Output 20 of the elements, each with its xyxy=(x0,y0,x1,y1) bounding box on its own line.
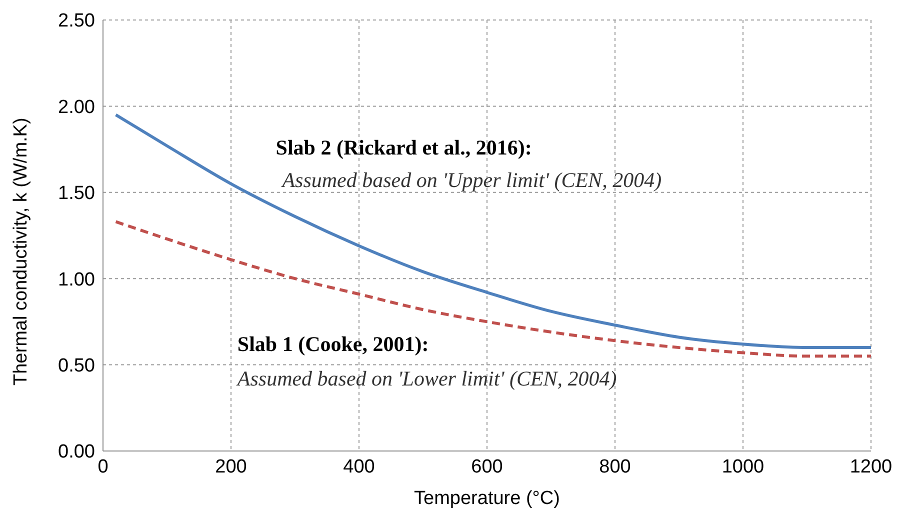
y-tick-label: 0.50 xyxy=(58,356,95,377)
x-tick-label: 200 xyxy=(215,456,247,478)
x-tick-label: 400 xyxy=(343,456,375,478)
y-axis-title: Thermal conductivity, k (W/m.K) xyxy=(10,118,32,386)
annotation: Slab 2 (Rickard et al., 2016): xyxy=(276,135,532,160)
x-axis-title: Temperature (°C) xyxy=(414,488,560,509)
x-tick-label: 600 xyxy=(471,456,503,478)
y-tick-label: 2.00 xyxy=(58,96,95,118)
annotation: Assumed based on 'Upper limit' (CEN, 2004) xyxy=(280,168,662,192)
y-tick-label: 0.00 xyxy=(58,442,95,463)
x-tick-label: 0 xyxy=(98,456,108,478)
annotation: Slab 1 (Cooke, 2001): xyxy=(237,332,429,356)
line-series xyxy=(114,220,871,358)
x-tick-label: 1200 xyxy=(850,456,892,478)
annotation: Assumed based on 'Lower limit' (CEN, 2004) xyxy=(235,366,617,390)
y-tick-label: 1.00 xyxy=(58,269,95,290)
x-tick-label: 1000 xyxy=(722,456,764,478)
y-tick-label: 1.50 xyxy=(58,183,95,204)
x-tick-label: 800 xyxy=(599,456,631,478)
y-tick-label: 2.50 xyxy=(58,10,95,32)
